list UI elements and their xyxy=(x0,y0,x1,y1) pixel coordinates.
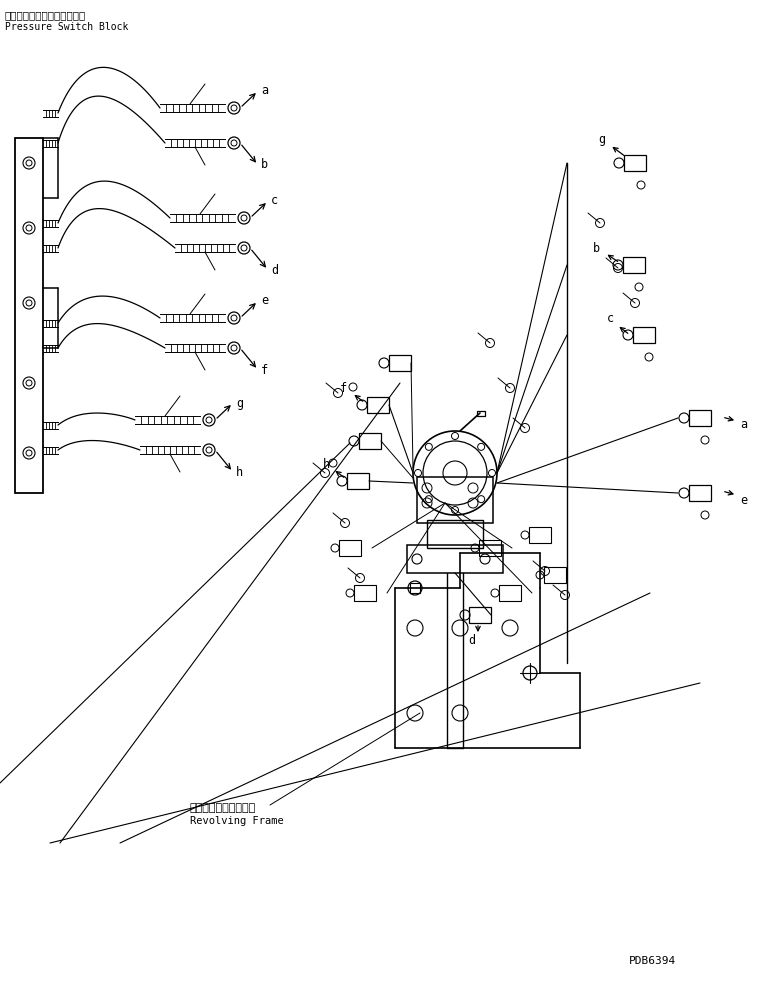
Bar xyxy=(354,585,376,601)
Text: g: g xyxy=(236,396,243,410)
Text: g: g xyxy=(598,134,605,146)
Bar xyxy=(624,155,646,171)
Text: h: h xyxy=(236,466,243,479)
Bar xyxy=(407,545,503,573)
Text: レボルビングフレーム: レボルビングフレーム xyxy=(190,803,256,813)
Text: b: b xyxy=(261,158,268,171)
Bar xyxy=(410,583,420,593)
Bar xyxy=(427,520,483,548)
Text: e: e xyxy=(261,295,268,308)
Text: d: d xyxy=(468,633,475,647)
Bar xyxy=(389,355,411,371)
Bar xyxy=(633,327,655,343)
Text: d: d xyxy=(271,263,278,276)
Bar xyxy=(477,411,485,416)
Text: b: b xyxy=(593,242,600,255)
Text: Pressure Switch Block: Pressure Switch Block xyxy=(5,22,129,32)
Text: プレッシャスイッチブロック: プレッシャスイッチブロック xyxy=(5,10,86,20)
Text: f: f xyxy=(340,381,347,394)
Bar xyxy=(339,540,361,556)
Bar xyxy=(347,473,369,489)
Bar xyxy=(499,585,521,601)
Bar xyxy=(623,257,645,273)
Bar xyxy=(469,607,491,623)
Bar xyxy=(529,527,551,543)
Text: h: h xyxy=(323,458,330,472)
Text: PDB6394: PDB6394 xyxy=(629,956,676,966)
Bar xyxy=(689,410,711,426)
Bar xyxy=(544,567,566,583)
Text: Revolving Frame: Revolving Frame xyxy=(190,816,284,826)
Text: c: c xyxy=(271,195,278,207)
Text: c: c xyxy=(607,313,614,325)
Bar xyxy=(417,477,493,523)
Text: f: f xyxy=(261,364,268,376)
Bar xyxy=(359,433,381,449)
Bar xyxy=(479,540,501,556)
Text: a: a xyxy=(740,419,747,432)
Text: e: e xyxy=(740,493,747,506)
Bar xyxy=(15,138,43,493)
Text: a: a xyxy=(261,85,268,97)
Bar xyxy=(689,485,711,501)
Bar xyxy=(367,397,389,413)
